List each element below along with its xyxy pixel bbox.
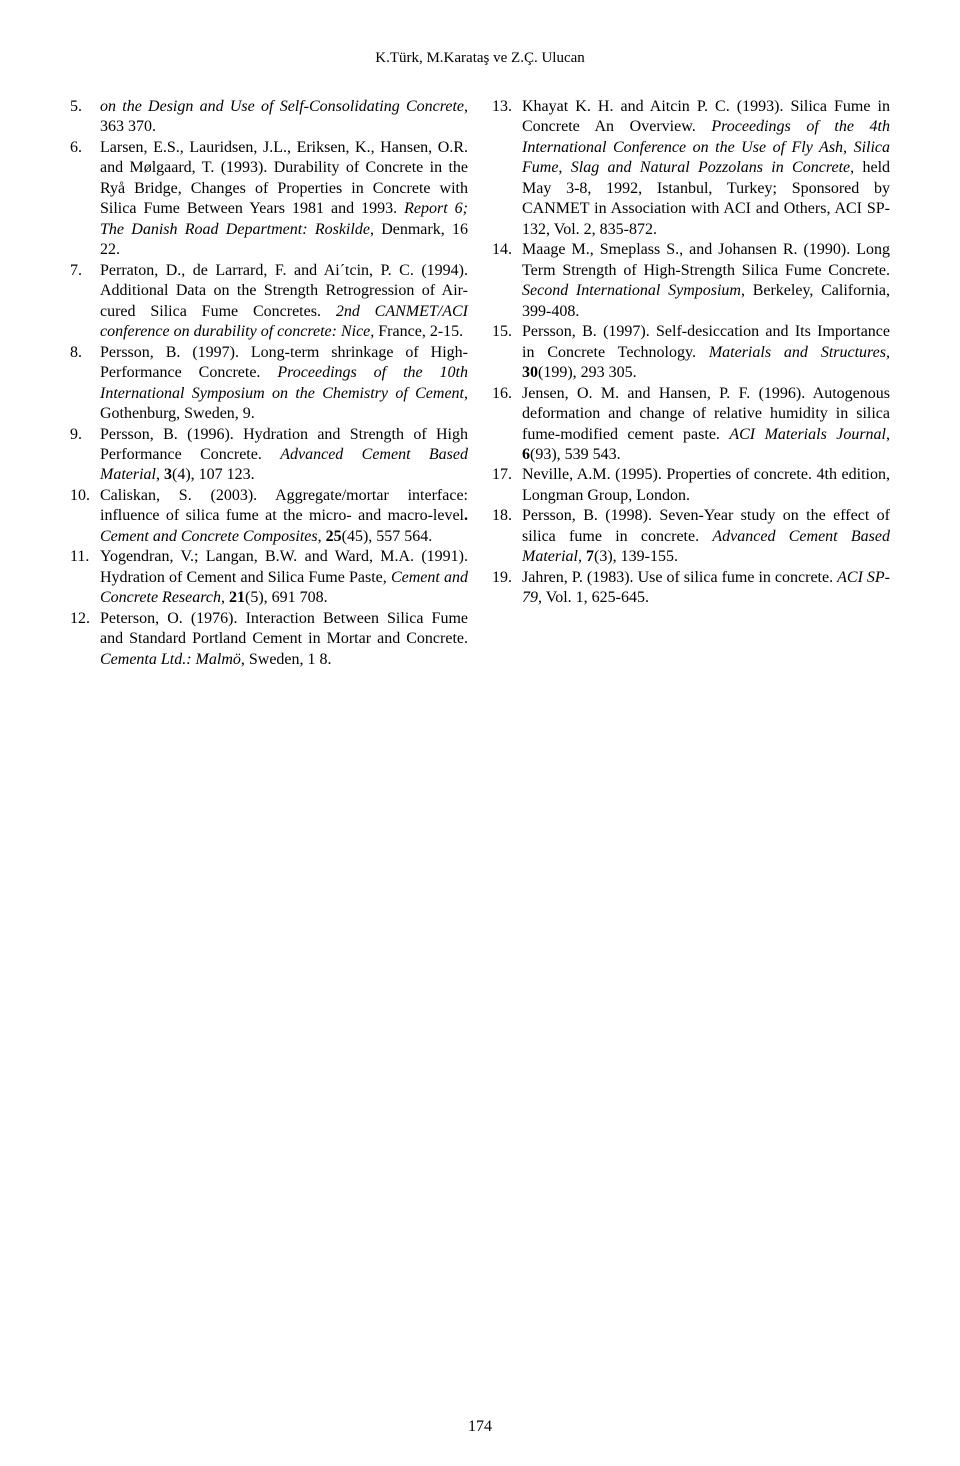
reference-item: Persson, B. (1998). Seven-Year study on … — [492, 506, 890, 567]
reference-item: Peterson, O. (1976). Interaction Between… — [70, 609, 468, 670]
reference-text-segment: on the Design and Use of Self-Consolidat… — [100, 98, 464, 115]
reference-text-segment: , — [318, 528, 326, 545]
reference-text-segment: Peterson, O. (1976). Interaction Between… — [100, 610, 468, 647]
reference-text-segment: , — [886, 426, 890, 443]
reference-item: Caliskan, S. (2003). Aggregate/mortar in… — [70, 486, 468, 547]
reference-text-segment: Second International Symposium — [522, 282, 741, 299]
reference-text-segment: (4), 107 123. — [172, 466, 255, 483]
reference-text-segment: (199), 293 305. — [538, 364, 637, 381]
reference-text-segment: 6 — [522, 446, 530, 463]
reference-text-segment: Maage M., Smeplass S., and Johansen R. (… — [522, 241, 890, 278]
reference-list: on the Design and Use of Self-Consolidat… — [70, 97, 890, 670]
reference-text-segment: 30 — [522, 364, 538, 381]
reference-text-segment: Cementa Ltd.: Malmö — [100, 651, 241, 668]
reference-item: Jahren, P. (1983). Use of silica fume in… — [492, 568, 890, 609]
reference-text-segment: 21 — [229, 589, 245, 606]
reference-text-segment: . — [464, 507, 468, 524]
reference-item: Khayat K. H. and Aitcin P. C. (1993). Si… — [492, 97, 890, 240]
content-columns: on the Design and Use of Self-Consolidat… — [70, 97, 890, 670]
reference-text-segment: 7 — [586, 548, 594, 565]
reference-text-segment: Cement and Concrete Composites — [100, 528, 318, 545]
reference-item: on the Design and Use of Self-Consolidat… — [70, 97, 468, 138]
reference-item: Persson, B. (1997). Self-desiccation and… — [492, 322, 890, 383]
reference-text-segment: Caliskan, S. (2003). Aggregate/mortar in… — [100, 487, 468, 524]
reference-text-segment: 3 — [164, 466, 172, 483]
reference-text-segment: Materials and Structures, — [709, 344, 890, 361]
reference-text-segment: (3), 139-155. — [594, 548, 678, 565]
reference-text-segment: France, 2-15. — [374, 323, 463, 340]
reference-text-segment: , — [156, 466, 164, 483]
reference-item: Jensen, O. M. and Hansen, P. F. (1996). … — [492, 384, 890, 466]
reference-text-segment: Jahren, P. (1983). Use of silica fume in… — [522, 569, 837, 586]
reference-item: Perraton, D., de Larrard, F. and Ai´tcin… — [70, 261, 468, 343]
reference-text-segment: , — [221, 589, 229, 606]
reference-text-segment: (5), 691 708. — [245, 589, 328, 606]
running-head: K.Türk, M.Karataş ve Z.Ç. Ulucan — [70, 50, 890, 67]
reference-item: Maage M., Smeplass S., and Johansen R. (… — [492, 240, 890, 322]
reference-text-segment: , Vol. 1, 625-645. — [538, 589, 649, 606]
reference-text-segment: (45), 557 564. — [342, 528, 433, 545]
page-number: 174 — [0, 1418, 960, 1436]
reference-text-segment: ACI Materials Journal — [729, 426, 886, 443]
reference-text-segment: (93), 539 543. — [530, 446, 621, 463]
reference-item: Yogendran, V.; Langan, B.W. and Ward, M.… — [70, 547, 468, 608]
reference-item: Persson, B. (1996). Hydration and Streng… — [70, 425, 468, 486]
reference-item: Neville, A.M. (1995). Properties of conc… — [492, 465, 890, 506]
reference-item: Persson, B. (1997). Long-term shrinkage … — [70, 343, 468, 425]
reference-text-segment: , Sweden, 1 8. — [241, 651, 332, 668]
reference-item: Larsen, E.S., Lauridsen, J.L., Eriksen, … — [70, 138, 468, 261]
reference-text-segment: Neville, A.M. (1995). Properties of conc… — [522, 466, 890, 503]
reference-text-segment: 25 — [326, 528, 342, 545]
page: K.Türk, M.Karataş ve Z.Ç. Ulucan on the … — [0, 0, 960, 1466]
